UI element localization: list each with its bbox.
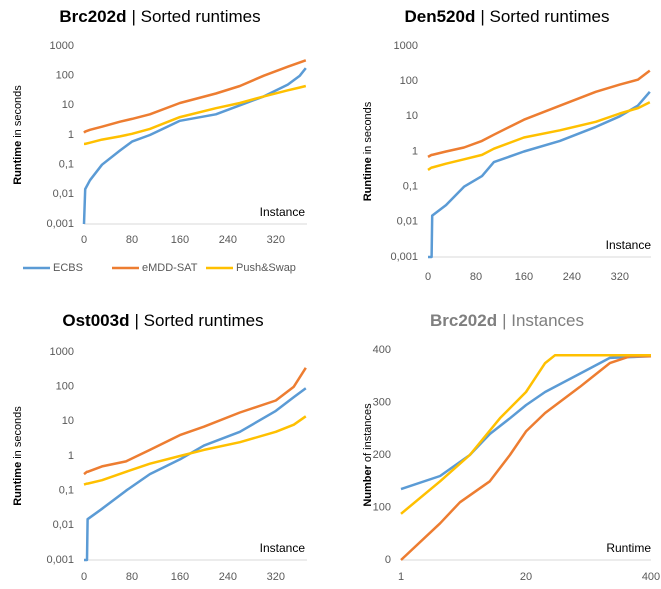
title-bold: Den520d <box>404 7 475 26</box>
y-tick-label: 0,001 <box>46 554 74 566</box>
title-bold: Ost003d <box>62 311 129 330</box>
chart-title: Den520d | Sorted runtimes <box>404 7 609 26</box>
series-line <box>83 59 307 134</box>
y-label-bold: Number <box>362 464 374 506</box>
x-tick-label: 80 <box>126 234 138 246</box>
x-tick-label: 320 <box>611 271 629 283</box>
series-line <box>400 355 651 561</box>
y-tick-label: 0,01 <box>53 188 74 200</box>
y-tick-label: 0,01 <box>53 519 74 531</box>
x-tick-label: 240 <box>219 234 237 246</box>
x-tick-label: 320 <box>267 571 285 583</box>
y-tick-label: 100 <box>56 70 74 82</box>
y-tick-label: 1 <box>412 145 418 157</box>
y-label-bold: Runtime <box>362 157 374 201</box>
x-tick-label: 0 <box>425 271 431 283</box>
chart-title: Ost003d | Sorted runtimes <box>62 311 263 330</box>
y-tick-label: 1000 <box>50 346 74 358</box>
x-tick-label: 1 <box>398 571 404 583</box>
y-tick-label: 400 <box>373 344 391 356</box>
y-label-bold: Runtime <box>12 462 24 506</box>
y-axis-label: Runtime in seconds <box>12 85 24 185</box>
series-line <box>83 415 307 486</box>
x-axis-label: Runtime <box>606 541 651 555</box>
y-tick-label: 0,001 <box>46 218 74 230</box>
y-tick-label: 10 <box>62 415 74 427</box>
chart-title: Brc202d | Sorted runtimes <box>59 7 260 26</box>
y-tick-label: 100 <box>373 501 391 513</box>
y-label-rest: in seconds <box>12 85 24 138</box>
y-tick-label: 1 <box>68 450 74 462</box>
x-tick-label: 160 <box>171 234 189 246</box>
y-tick-label: 0 <box>385 554 391 566</box>
y-tick-label: 10 <box>406 110 418 122</box>
title-rest: | Sorted runtimes <box>131 7 260 26</box>
y-tick-label: 0,01 <box>397 216 418 228</box>
x-tick-label: 160 <box>515 271 533 283</box>
y-tick-label: 200 <box>373 449 391 461</box>
series-line <box>427 101 651 171</box>
x-axis-label: Instance <box>260 205 306 219</box>
x-axis-label: Instance <box>260 541 306 555</box>
series-line <box>400 354 651 515</box>
x-tick-label: 20 <box>520 571 532 583</box>
y-tick-label: 1000 <box>50 40 74 52</box>
series-line <box>83 367 307 476</box>
x-axis-label: Instance <box>606 238 652 252</box>
y-tick-label: 0,001 <box>390 251 418 263</box>
legend-label: ECBS <box>53 262 83 274</box>
y-label-rest: in seconds <box>362 101 374 154</box>
series-line <box>83 84 307 146</box>
series-line <box>84 387 307 562</box>
series-line <box>427 69 651 158</box>
series-line <box>400 355 652 491</box>
legend-label: eMDD-SAT <box>142 262 198 274</box>
x-tick-label: 400 <box>642 571 660 583</box>
y-tick-label: 1 <box>68 129 74 141</box>
title-rest: | Sorted runtimes <box>134 311 263 330</box>
x-tick-label: 80 <box>470 271 482 283</box>
y-tick-label: 0,1 <box>59 485 74 497</box>
x-tick-label: 160 <box>171 571 189 583</box>
y-tick-label: 0,1 <box>403 181 418 193</box>
y-tick-label: 100 <box>400 75 418 87</box>
title-rest: | Sorted runtimes <box>480 7 609 26</box>
x-tick-label: 320 <box>267 234 285 246</box>
x-tick-label: 240 <box>563 271 581 283</box>
y-tick-label: 100 <box>56 381 74 393</box>
y-axis-label: Runtime in seconds <box>12 406 24 506</box>
x-tick-label: 0 <box>81 571 87 583</box>
x-tick-label: 0 <box>81 234 87 246</box>
x-tick-label: 240 <box>219 571 237 583</box>
y-tick-label: 300 <box>373 396 391 408</box>
title-bold: Brc202d <box>59 7 126 26</box>
y-axis-label: Number of instances <box>362 403 374 507</box>
x-tick-label: 80 <box>126 571 138 583</box>
title-bold: Brc202d <box>430 311 497 330</box>
y-label-rest: in seconds <box>12 406 24 459</box>
y-tick-label: 10 <box>62 99 74 111</box>
y-tick-label: 0,1 <box>59 159 74 171</box>
y-tick-label: 1000 <box>394 40 418 52</box>
y-label-rest: of instances <box>362 403 374 462</box>
series-line <box>428 90 651 259</box>
title-rest: | Instances <box>502 311 584 330</box>
series-line <box>82 67 307 225</box>
y-axis-label: Runtime in seconds <box>362 101 374 201</box>
chart-title: Brc202d | Instances <box>430 311 584 330</box>
legend-label: Push&Swap <box>236 262 296 274</box>
y-label-bold: Runtime <box>12 141 24 185</box>
